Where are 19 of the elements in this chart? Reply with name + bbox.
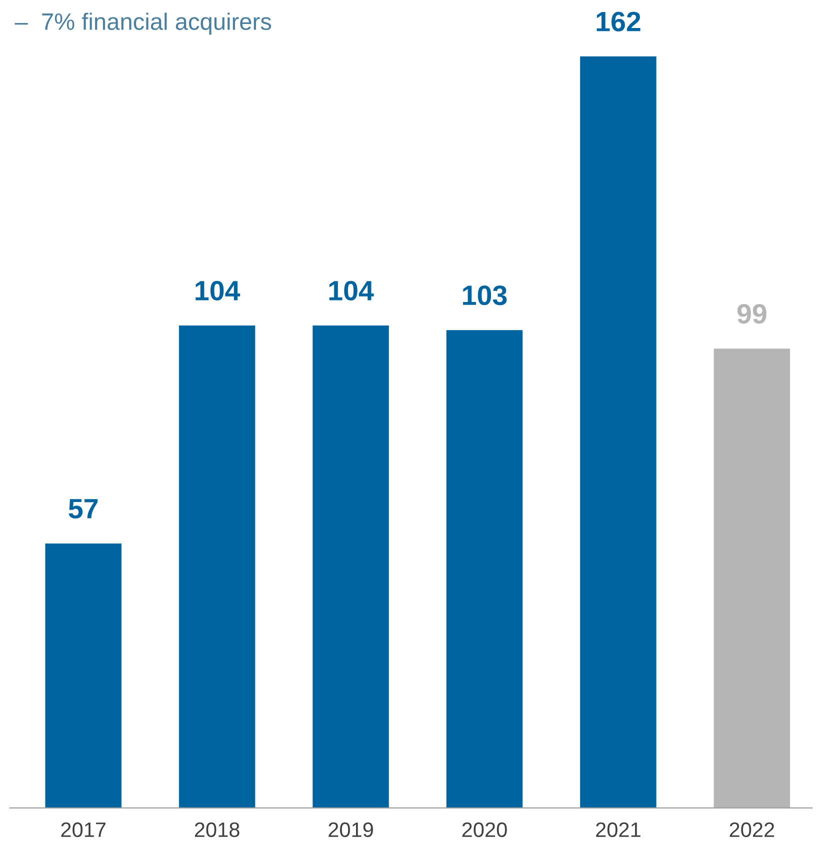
bar <box>312 325 389 808</box>
x-tick-label: 2020 <box>462 822 507 838</box>
bar <box>45 543 122 808</box>
bar <box>580 56 656 808</box>
x-tick-label: 2017 <box>61 822 106 838</box>
data-label: 162 <box>596 12 640 32</box>
x-tick-label: 2018 <box>194 822 240 838</box>
data-label: 104 <box>329 280 374 301</box>
bar <box>178 325 256 808</box>
x-tick-label: 2021 <box>596 822 640 838</box>
data-label: 99 <box>737 304 766 324</box>
text: – 7% financial acquirers <box>14 12 272 35</box>
data-label: 104 <box>196 280 240 301</box>
bar <box>714 348 790 808</box>
x-tick-label: 2022 <box>730 822 774 838</box>
bar <box>446 330 523 808</box>
data-label: 103 <box>463 285 507 306</box>
data-label: 57 <box>68 499 98 519</box>
x-tick-label: 2019 <box>328 822 373 838</box>
